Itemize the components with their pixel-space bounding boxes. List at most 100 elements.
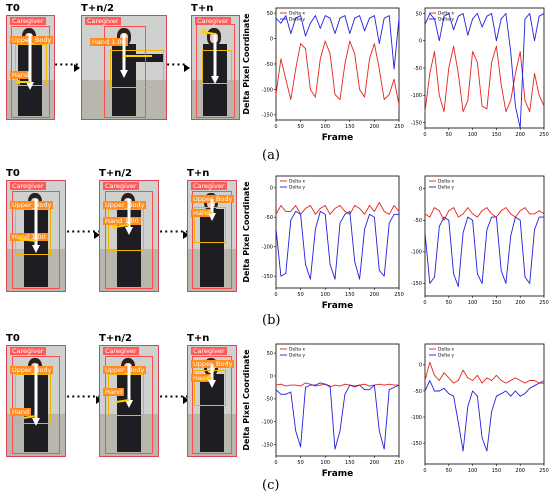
data-point	[393, 387, 395, 388]
data-point	[443, 387, 445, 389]
data-point	[496, 216, 497, 218]
data-point	[369, 389, 370, 391]
data-point	[339, 205, 341, 206]
data-point	[329, 385, 331, 387]
data-point	[369, 385, 370, 387]
data-point	[369, 205, 370, 206]
data-point	[472, 51, 473, 52]
line-chart: 0 50 100 150 200 250 0 -50 -100 -150 Frame Delta Pi…	[242, 175, 404, 310]
data-point	[448, 219, 450, 221]
data-point	[524, 393, 526, 394]
data-point	[467, 34, 469, 36]
data-point	[383, 99, 385, 100]
data-point	[300, 446, 301, 448]
data-point	[443, 216, 445, 218]
y-tick-label: -50	[414, 218, 422, 224]
data-point	[429, 283, 431, 284]
y-tick-label: -100	[262, 87, 273, 93]
legend-label: Delta x	[438, 347, 454, 353]
data-point	[429, 361, 431, 363]
data-point	[388, 383, 390, 385]
data-point	[349, 211, 351, 212]
series-line	[424, 216, 544, 287]
series-line	[275, 15, 400, 70]
x-tick-label: 150	[492, 468, 502, 474]
data-point	[339, 99, 341, 100]
line-chart: 0 50 100 150 200 250 50 0 -50 -100 -150 Frame Delta …	[242, 343, 404, 478]
data-point	[505, 207, 507, 208]
data-point	[364, 30, 365, 32]
data-point	[457, 15, 459, 17]
data-point	[457, 73, 459, 74]
time-label: T+n	[187, 168, 210, 179]
data-point	[472, 390, 473, 392]
detection-tag: Caregiver	[85, 17, 121, 25]
data-point	[275, 94, 277, 95]
data-point	[481, 382, 483, 384]
series-line	[275, 40, 400, 105]
data-point	[453, 273, 454, 275]
data-point	[305, 264, 306, 265]
data-point	[443, 15, 445, 17]
data-point	[275, 384, 277, 386]
time-label: T+n	[191, 3, 214, 14]
data-point	[457, 286, 459, 287]
data-point	[334, 384, 336, 386]
plot-area	[275, 343, 400, 457]
data-point	[393, 68, 395, 70]
x-tick-label: 0	[423, 300, 426, 306]
series-line	[275, 382, 400, 450]
data-point	[319, 382, 321, 384]
y-tick-label: -100	[262, 245, 273, 251]
y-axis-label: Delta Pixel Coordinate	[242, 349, 251, 451]
data-point	[295, 384, 297, 386]
x-axis-label: Frame	[322, 469, 354, 478]
detection-tag: Caregiver	[103, 182, 139, 190]
data-point	[486, 207, 488, 208]
data-point	[359, 278, 360, 280]
data-point	[383, 211, 385, 212]
data-point	[275, 213, 277, 215]
arrowhead-icon	[183, 231, 189, 239]
y-tick-label: -150	[262, 274, 273, 280]
detection-tag: Caregiver	[10, 347, 46, 355]
x-tick-label: 100	[468, 468, 478, 474]
data-point	[438, 94, 440, 96]
plot-area	[275, 175, 400, 289]
x-tick-label: 200	[370, 460, 380, 466]
data-point	[339, 222, 341, 224]
data-point	[519, 210, 521, 212]
series-line	[275, 382, 399, 388]
data-point	[524, 100, 526, 102]
data-point	[378, 202, 380, 203]
data-point	[453, 395, 454, 397]
data-point	[500, 210, 502, 212]
data-point	[543, 216, 545, 218]
data-point	[515, 216, 516, 218]
y-tick-label: -150	[411, 120, 422, 126]
data-point	[462, 213, 464, 215]
data-point	[398, 17, 400, 19]
data-point	[393, 213, 395, 215]
data-point	[359, 384, 360, 386]
legend-label: Delta y	[438, 185, 454, 191]
x-tick-label: 250	[539, 300, 549, 306]
data-point	[315, 96, 316, 98]
data-point	[305, 35, 306, 37]
data-point	[515, 73, 516, 74]
data-point	[472, 219, 473, 221]
data-point	[538, 382, 540, 384]
data-point	[477, 62, 478, 63]
detection-tag: Hand 1.00	[90, 38, 128, 46]
detection-tag: Caregiver	[195, 17, 231, 25]
data-point	[462, 450, 464, 452]
data-point	[424, 390, 426, 392]
data-point	[388, 94, 390, 95]
data-point	[477, 273, 478, 275]
data-point	[529, 380, 531, 381]
data-point	[344, 393, 346, 395]
plot-area	[424, 175, 545, 297]
data-point	[295, 211, 297, 212]
data-point	[344, 211, 346, 212]
data-point	[534, 229, 535, 231]
